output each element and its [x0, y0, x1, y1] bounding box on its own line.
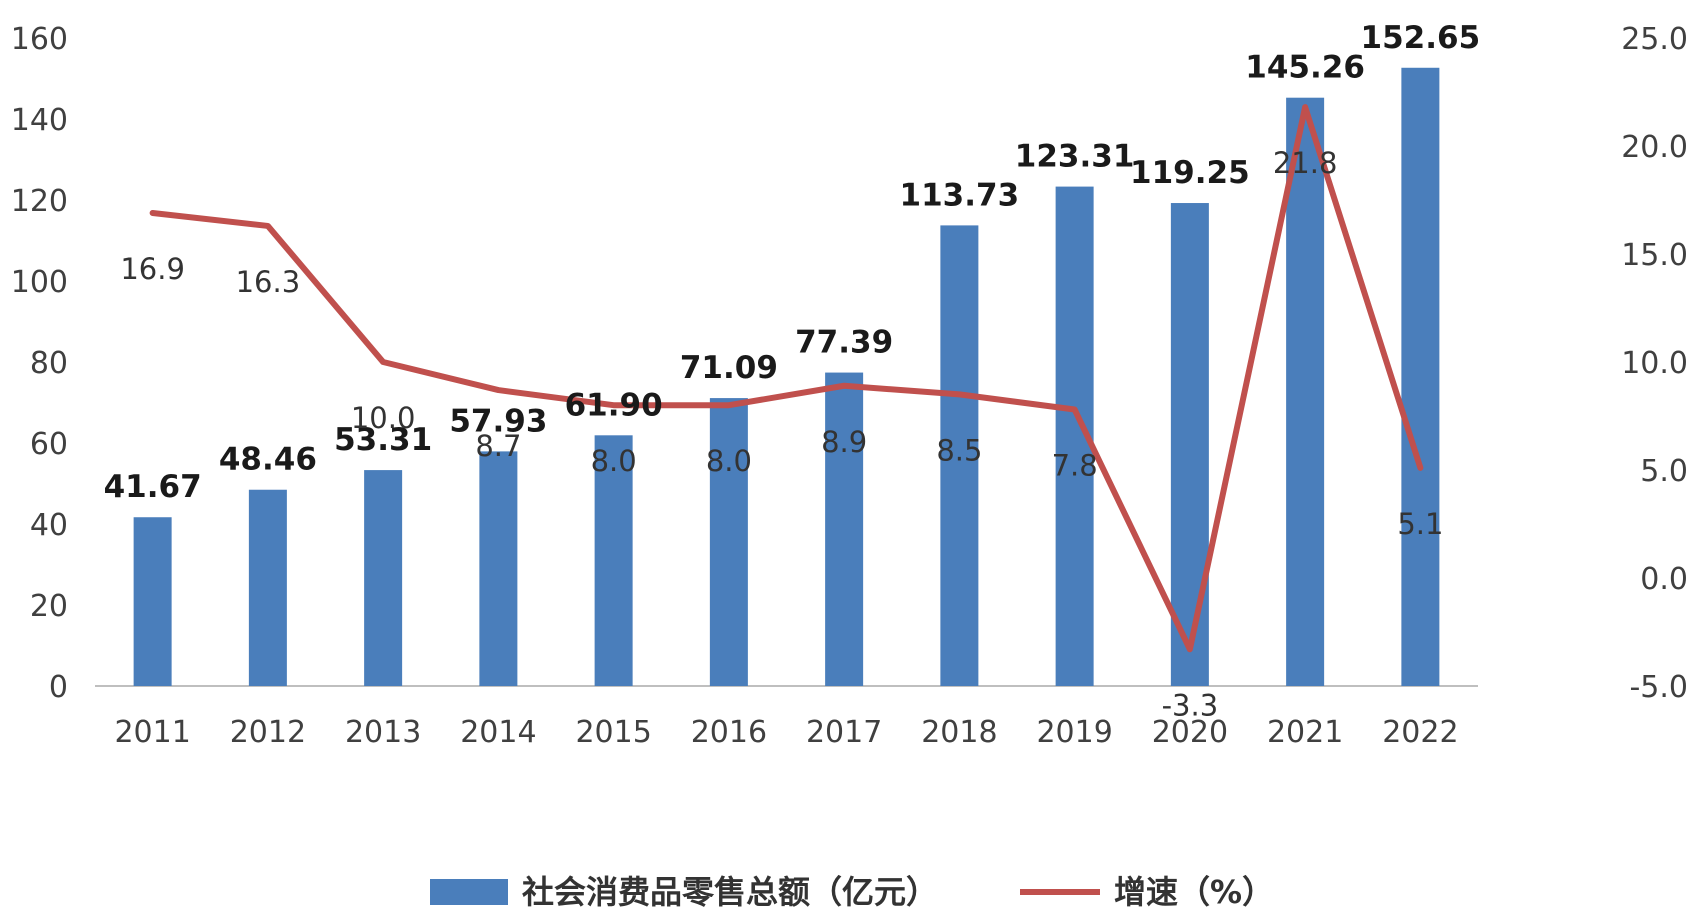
left-tick-label: 20 — [30, 589, 68, 624]
bar-2021 — [1286, 97, 1325, 686]
right-tick-label: 20.0 — [1621, 130, 1688, 165]
right-tick-label: 10.0 — [1621, 346, 1688, 381]
x-tick-label: 2012 — [230, 715, 306, 750]
growth-value-label: 16.3 — [236, 265, 301, 299]
bar-2017 — [825, 372, 864, 686]
bar-2011 — [133, 517, 172, 686]
bar-value-label: 41.67 — [104, 469, 202, 505]
bar-value-label: 53.31 — [334, 422, 432, 458]
right-tick-label: -5.0 — [1629, 670, 1688, 705]
growth-value-label: 8.0 — [706, 444, 752, 478]
x-tick-label: 2015 — [575, 715, 651, 750]
legend-label-bar: 社会消费品零售总额（亿元） — [522, 873, 938, 911]
bar-value-label: 77.39 — [795, 325, 893, 361]
bar-value-label: 152.65 — [1361, 20, 1481, 56]
right-tick-label: 25.0 — [1621, 22, 1688, 57]
bar-value-label: 123.31 — [1015, 139, 1135, 175]
bar-value-label: 145.26 — [1245, 50, 1365, 86]
growth-value-label: 8.0 — [591, 444, 637, 478]
right-tick-label: 0.0 — [1640, 562, 1688, 597]
bar-2014 — [479, 451, 518, 686]
left-tick-label: 40 — [30, 508, 68, 543]
right-axis-ticks: -5.0 0.0 5.0 10.0 15.0 20.0 25.0 — [1621, 22, 1688, 705]
bar-2022 — [1401, 67, 1440, 686]
right-tick-label: 5.0 — [1640, 454, 1688, 489]
left-axis-ticks: 0 20 40 60 80 100 120 140 160 — [11, 22, 68, 705]
bar-series — [133, 67, 1440, 687]
left-tick-label: 60 — [30, 427, 68, 462]
left-tick-label: 120 — [11, 184, 68, 219]
bar-value-label: 113.73 — [900, 177, 1020, 213]
growth-value-label: 5.1 — [1397, 507, 1443, 541]
bar-2013 — [364, 470, 403, 686]
bar-labels: 41.67 48.46 53.31 57.93 61.90 71.09 77.39 113.7… — [104, 20, 1481, 505]
growth-value-label: 7.8 — [1052, 449, 1098, 483]
growth-value-label: 10.0 — [351, 401, 416, 435]
line-labels: 16.9 16.3 10.0 8.7 8.0 8.0 8.9 8.5 7.8 -3.3 21.8 5.… — [120, 146, 1443, 722]
left-tick-label: 140 — [11, 103, 68, 138]
left-tick-label: 160 — [11, 22, 68, 57]
left-tick-label: 100 — [11, 265, 68, 300]
x-tick-label: 2022 — [1382, 715, 1458, 750]
growth-value-label: 16.9 — [120, 252, 185, 286]
left-tick-label: 0 — [49, 670, 68, 705]
legend: 社会消费品零售总额（亿元） 增速（%） — [430, 873, 1274, 911]
growth-value-label: 8.5 — [936, 433, 982, 467]
bar-2015 — [594, 435, 633, 686]
bar-value-label: 57.93 — [449, 403, 547, 439]
bar-value-label: 71.09 — [680, 350, 778, 386]
x-tick-label: 2018 — [921, 715, 997, 750]
bar-2020 — [1170, 203, 1209, 686]
line-series — [149, 104, 1424, 653]
bar-value-label: 48.46 — [219, 442, 317, 478]
growth-value-label: 8.7 — [475, 429, 521, 463]
growth-value-label: 21.8 — [1273, 146, 1338, 180]
x-tick-label: 2017 — [806, 715, 882, 750]
bar-value-label: 61.90 — [565, 387, 663, 423]
bar-2016 — [709, 398, 748, 686]
growth-line — [149, 104, 1424, 653]
bar-value-label: 119.25 — [1130, 155, 1250, 191]
x-tick-label: 2016 — [691, 715, 767, 750]
x-tick-label: 2019 — [1036, 715, 1112, 750]
legend-label-line: 增速（%） — [1114, 873, 1274, 911]
left-tick-label: 80 — [30, 346, 68, 381]
x-tick-label: 2011 — [114, 715, 190, 750]
bar-2018 — [940, 225, 979, 686]
legend-swatch-bar — [430, 879, 508, 905]
x-tick-label: 2014 — [460, 715, 536, 750]
right-tick-label: 15.0 — [1621, 238, 1688, 273]
x-tick-label: 2020 — [1152, 715, 1228, 750]
x-axis-ticks: 2011 2012 2013 2014 2015 2016 2017 2018 2019 2020… — [114, 715, 1458, 750]
bar-2012 — [248, 489, 287, 686]
growth-value-label: 8.9 — [821, 425, 867, 459]
growth-value-label: -3.3 — [1162, 688, 1219, 722]
x-tick-label: 2021 — [1267, 715, 1343, 750]
x-tick-label: 2013 — [345, 715, 421, 750]
